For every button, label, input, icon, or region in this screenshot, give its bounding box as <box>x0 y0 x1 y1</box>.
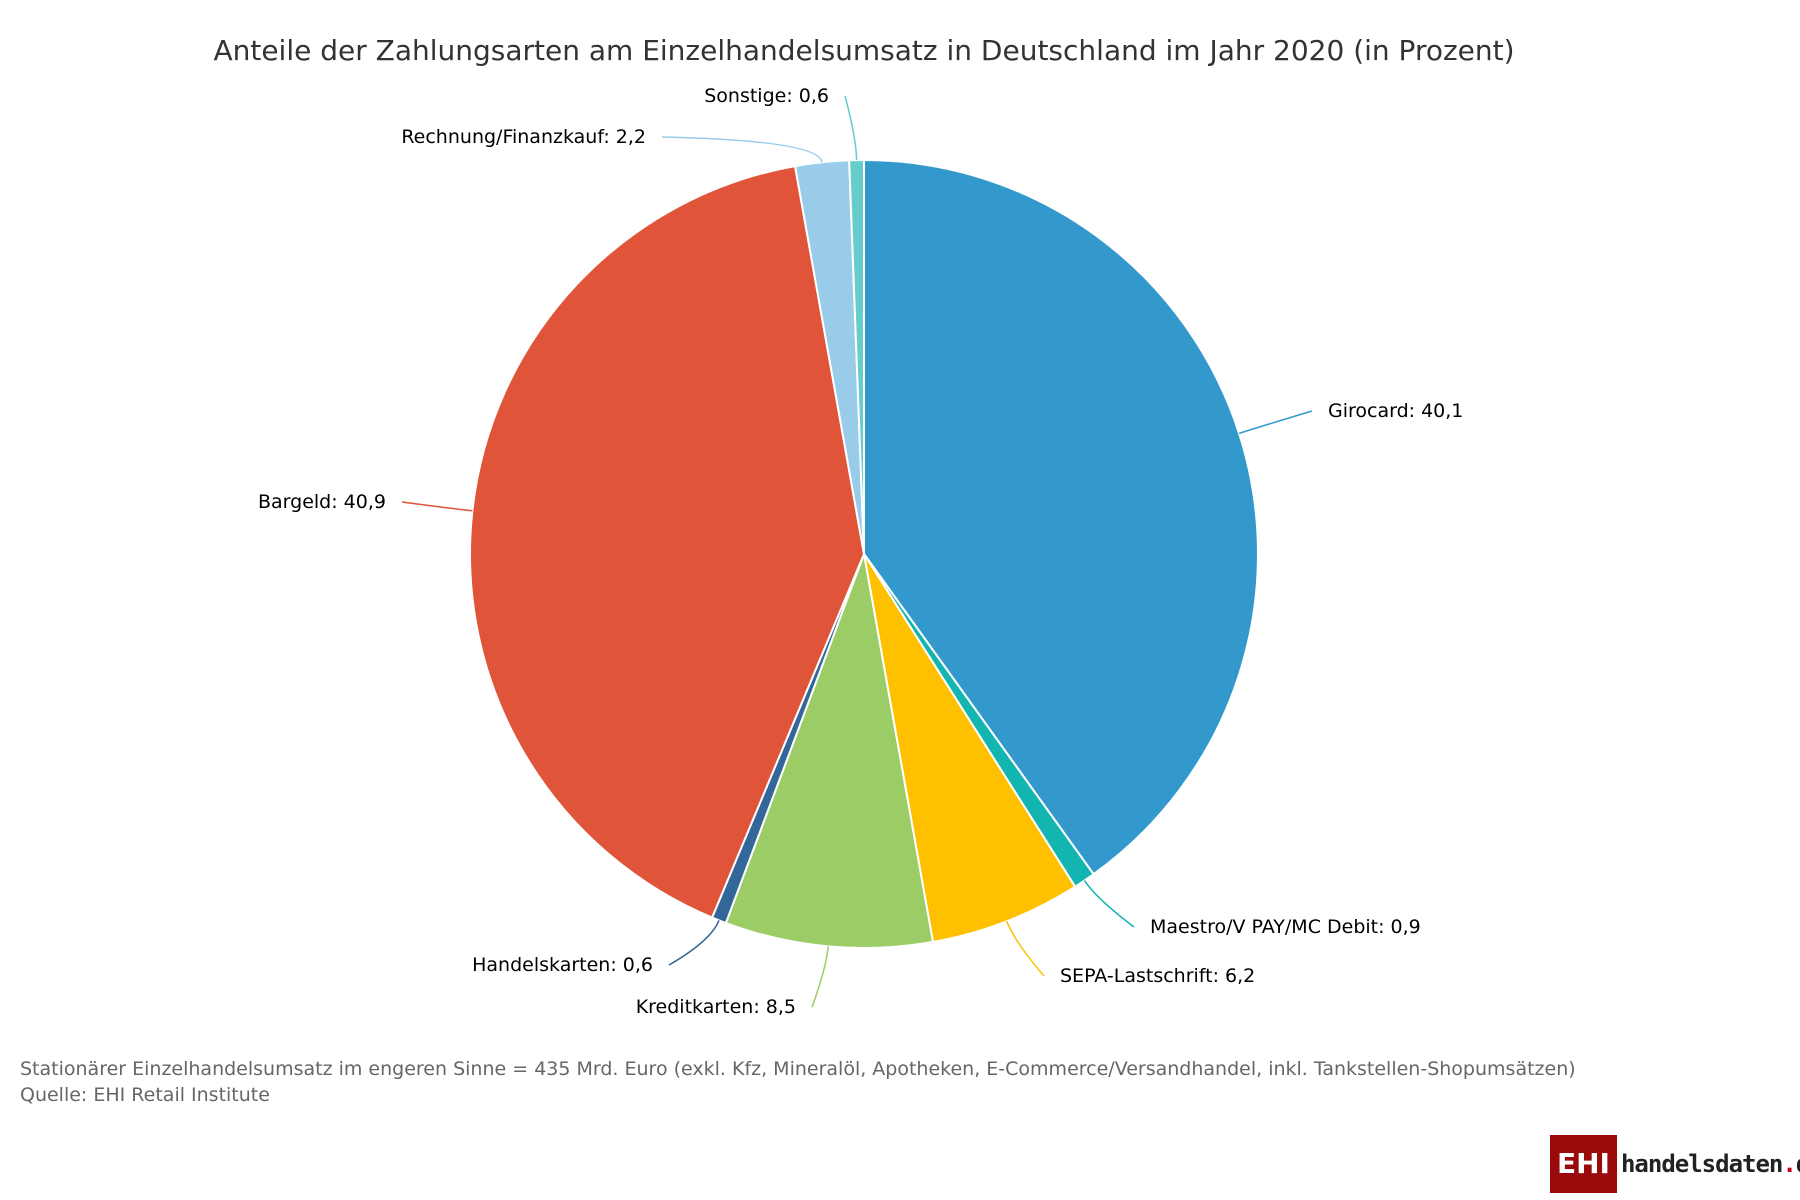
logo-box: EHI <box>1550 1135 1617 1193</box>
leader-line-sonstige <box>844 95 858 161</box>
pie-slice-kreditkarten <box>724 550 935 949</box>
pie-slice-girocard <box>863 158 1259 876</box>
slice-label-kreditkarten: Kreditkarten: 8,5 <box>636 996 796 1018</box>
ehi-logo: EHI handelsdaten.de <box>1550 1135 1800 1193</box>
slice-label-sepa-lastschrift: SEPA-Lastschrift: 6,2 <box>1060 965 1255 987</box>
logo-site: handelsdaten.de <box>1620 1150 1800 1178</box>
chart-source: Quelle: EHI Retail Institute <box>20 1084 270 1106</box>
leader-line-girocard <box>1238 410 1313 435</box>
chart-footnote: Stationärer Einzelhandelsumsatz im enger… <box>20 1058 1576 1080</box>
leader-line-kreditkarten <box>811 946 829 1008</box>
slice-label-rechnung-finanzkauf: Rechnung/Finanzkauf: 2,2 <box>401 126 646 148</box>
leader-line-handelskarten <box>668 920 720 966</box>
leader-line-maestro-v-pay-mc-debit <box>1083 880 1135 928</box>
slice-label-sonstige: Sonstige: 0,6 <box>704 85 829 107</box>
slice-label-bargeld: Bargeld: 40,9 <box>258 491 386 513</box>
chart-title: Anteile der Zahlungsarten am Einzelhande… <box>213 34 1514 67</box>
slice-label-handelskarten: Handelskarten: 0,6 <box>472 954 653 976</box>
slice-label-girocard: Girocard: 40,1 <box>1328 400 1463 422</box>
leader-line-bargeld <box>401 501 473 512</box>
leader-line-sepa-lastschrift <box>1006 920 1045 977</box>
leader-line-rechnung-finanzkauf <box>661 136 823 163</box>
slice-label-maestro-v-pay-mc-debit: Maestro/V PAY/MC Debit: 0,9 <box>1150 916 1421 938</box>
